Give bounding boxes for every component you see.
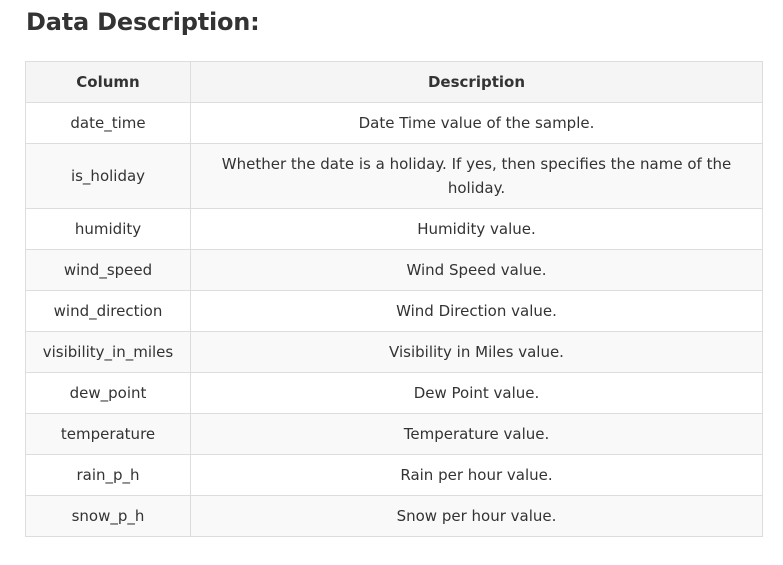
data-description-table: Column Description date_time Date Time v… [25,61,763,537]
description-cell: Dew Point value. [190,372,763,414]
table-body: date_time Date Time value of the sample.… [25,102,763,537]
column-header-description: Description [190,61,763,103]
column-header-column: Column [25,61,191,103]
description-cell: Humidity value. [190,208,763,250]
description-cell: Rain per hour value. [190,454,763,496]
column-name-cell: wind_speed [25,249,191,291]
table-row: visibility_in_miles Visibility in Miles … [25,331,763,373]
table-row: snow_p_h Snow per hour value. [25,495,763,537]
table-row: dew_point Dew Point value. [25,372,763,414]
table-row: temperature Temperature value. [25,413,763,455]
description-cell: Visibility in Miles value. [190,331,763,373]
table-row: rain_p_h Rain per hour value. [25,454,763,496]
description-cell: Whether the date is a holiday. If yes, t… [190,143,763,209]
column-name-cell: visibility_in_miles [25,331,191,373]
table-row: wind_direction Wind Direction value. [25,290,763,332]
table-row: humidity Humidity value. [25,208,763,250]
column-name-cell: date_time [25,102,191,144]
column-name-cell: snow_p_h [25,495,191,537]
description-cell: Wind Speed value. [190,249,763,291]
page-title: Data Description: [26,8,260,36]
column-name-cell: rain_p_h [25,454,191,496]
table-row: is_holiday Whether the date is a holiday… [25,143,763,209]
header-row: Column Description [25,61,763,103]
column-name-cell: is_holiday [25,143,191,209]
description-cell: Date Time value of the sample. [190,102,763,144]
column-name-cell: temperature [25,413,191,455]
column-name-cell: dew_point [25,372,191,414]
description-cell: Snow per hour value. [190,495,763,537]
column-name-cell: humidity [25,208,191,250]
table-row: date_time Date Time value of the sample. [25,102,763,144]
table-header: Column Description [25,61,763,103]
column-name-cell: wind_direction [25,290,191,332]
description-cell: Wind Direction value. [190,290,763,332]
description-cell: Temperature value. [190,413,763,455]
table-row: wind_speed Wind Speed value. [25,249,763,291]
